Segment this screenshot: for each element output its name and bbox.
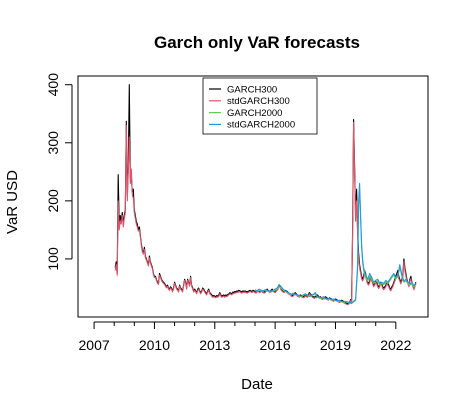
legend-label-stdGARCH2000: stdGARCH2000	[227, 120, 295, 131]
x-axis-label: Date	[241, 376, 273, 393]
x-tick-label: 2010	[139, 337, 170, 353]
x-tick-label: 2022	[380, 337, 411, 353]
y-axis-label: VaR USD	[4, 170, 21, 234]
x-tick-label: 2019	[320, 337, 351, 353]
y-tick-label: 400	[45, 73, 61, 97]
x-tick-label: 2013	[199, 337, 230, 353]
legend-label-stdGARCH300: stdGARCH300	[227, 96, 290, 107]
y-tick-label: 100	[45, 247, 61, 271]
y-tick-label: 200	[45, 189, 61, 213]
legend-box	[202, 77, 318, 135]
x-axis: 2007 2010 2013 2016 2019 2022	[79, 321, 412, 353]
y-axis: 100 200 300 400	[45, 73, 73, 271]
plot-frame	[77, 75, 429, 318]
y-tick-label: 300	[45, 131, 61, 155]
x-tick-label: 2016	[260, 337, 291, 353]
series-line-stdGARCH2000	[254, 182, 417, 304]
x-tick-label: 2007	[79, 337, 110, 353]
series-lines	[114, 84, 417, 306]
legend-label-GARCH2000: GARCH2000	[227, 108, 282, 119]
chart-title: Garch only VaR forecasts	[154, 33, 360, 52]
legend-label-GARCH300: GARCH300	[227, 84, 277, 95]
